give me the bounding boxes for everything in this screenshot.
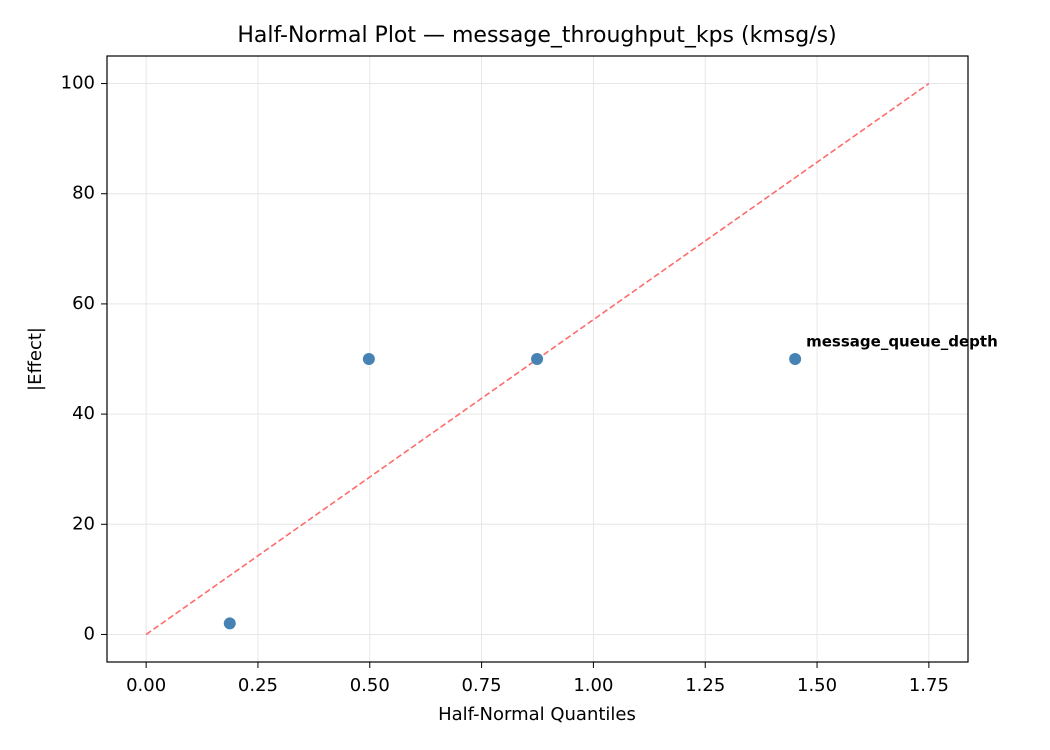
point (531, 353, 544, 365)
plot-frame (106, 55, 969, 663)
x-tick-label: 1.25 (685, 675, 725, 696)
y-tick-label: 0 (84, 623, 95, 644)
x-tick-label: 0.50 (350, 675, 390, 696)
x-tick-label: 1.75 (909, 675, 949, 696)
point (362, 353, 375, 365)
point (223, 617, 236, 630)
y-tick-label: 100 (61, 73, 95, 94)
x-tick-label: 0.75 (462, 675, 502, 696)
annotation: message_queue_depth (806, 333, 998, 351)
y-tick-label: 40 (72, 403, 95, 424)
y-axis-label: |Effect| (25, 327, 46, 391)
y-tick-label: 20 (72, 513, 95, 534)
point (789, 353, 802, 365)
x-tick-label: 0.00 (126, 675, 166, 696)
y-tick-label: 60 (72, 293, 95, 314)
x-axis-label: Half-Normal Quantiles (438, 704, 636, 725)
x-tick-label: 0.25 (238, 675, 278, 696)
x-tick-label: 1.00 (573, 675, 613, 696)
chart-title: Half-Normal Plot — message_throughput_kp… (237, 23, 836, 48)
x-tick-label: 1.50 (797, 675, 837, 696)
y-tick-label: 80 (72, 183, 95, 204)
